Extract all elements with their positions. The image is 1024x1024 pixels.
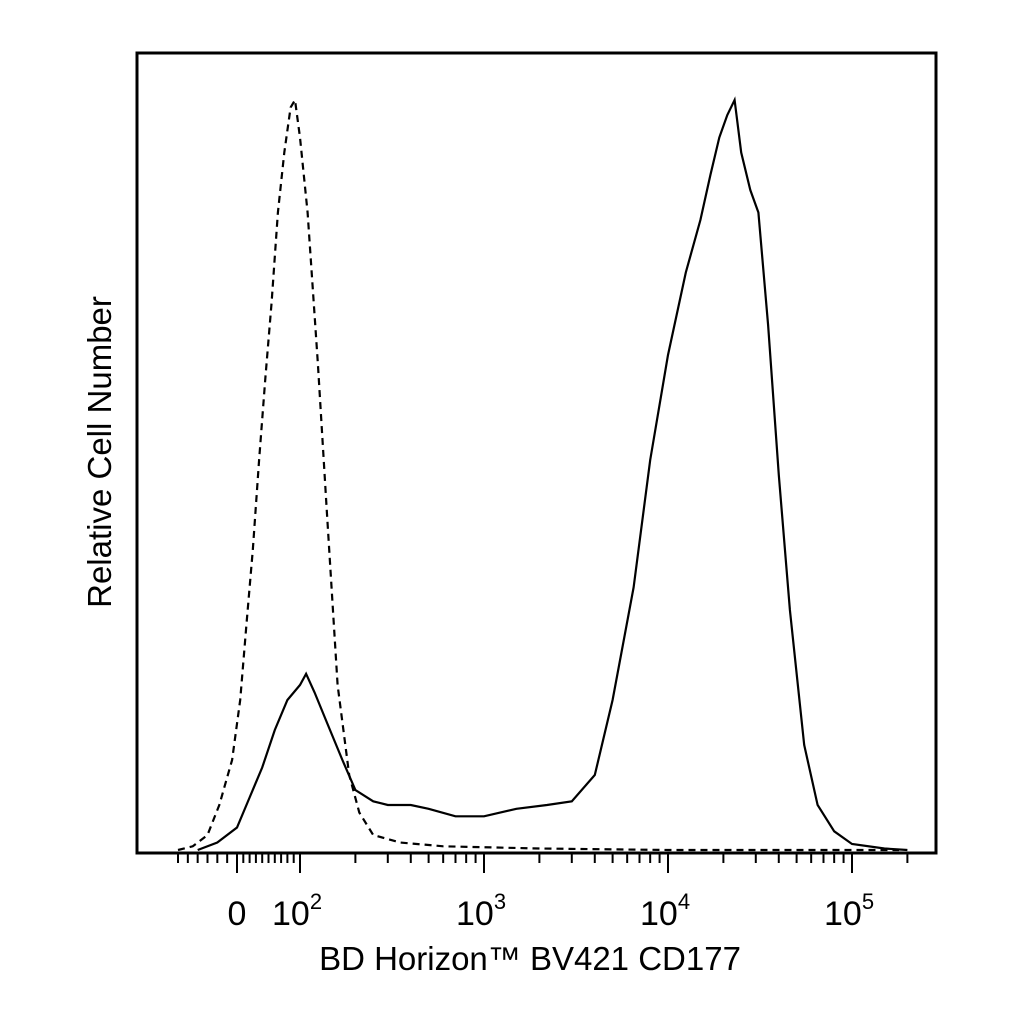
x-tick-label: 104	[640, 889, 690, 933]
x-tick-label: 102	[272, 889, 322, 933]
x-axis-label: BD Horizon™ BV421 CD177	[319, 940, 741, 977]
y-axis-label: Relative Cell Number	[81, 296, 118, 608]
solid-histogram-curve	[197, 96, 908, 852]
x-tick-label: 0	[228, 895, 247, 933]
x-axis-tick-labels: 0 102 103 104 105	[228, 889, 875, 933]
x-tick-label: 103	[456, 889, 506, 933]
x-axis-ticks	[177, 853, 909, 873]
dashed-histogram-curve	[177, 96, 899, 852]
plot-frame	[135, 51, 938, 855]
x-tick-label: 105	[824, 889, 874, 933]
histogram-curves	[177, 96, 908, 852]
